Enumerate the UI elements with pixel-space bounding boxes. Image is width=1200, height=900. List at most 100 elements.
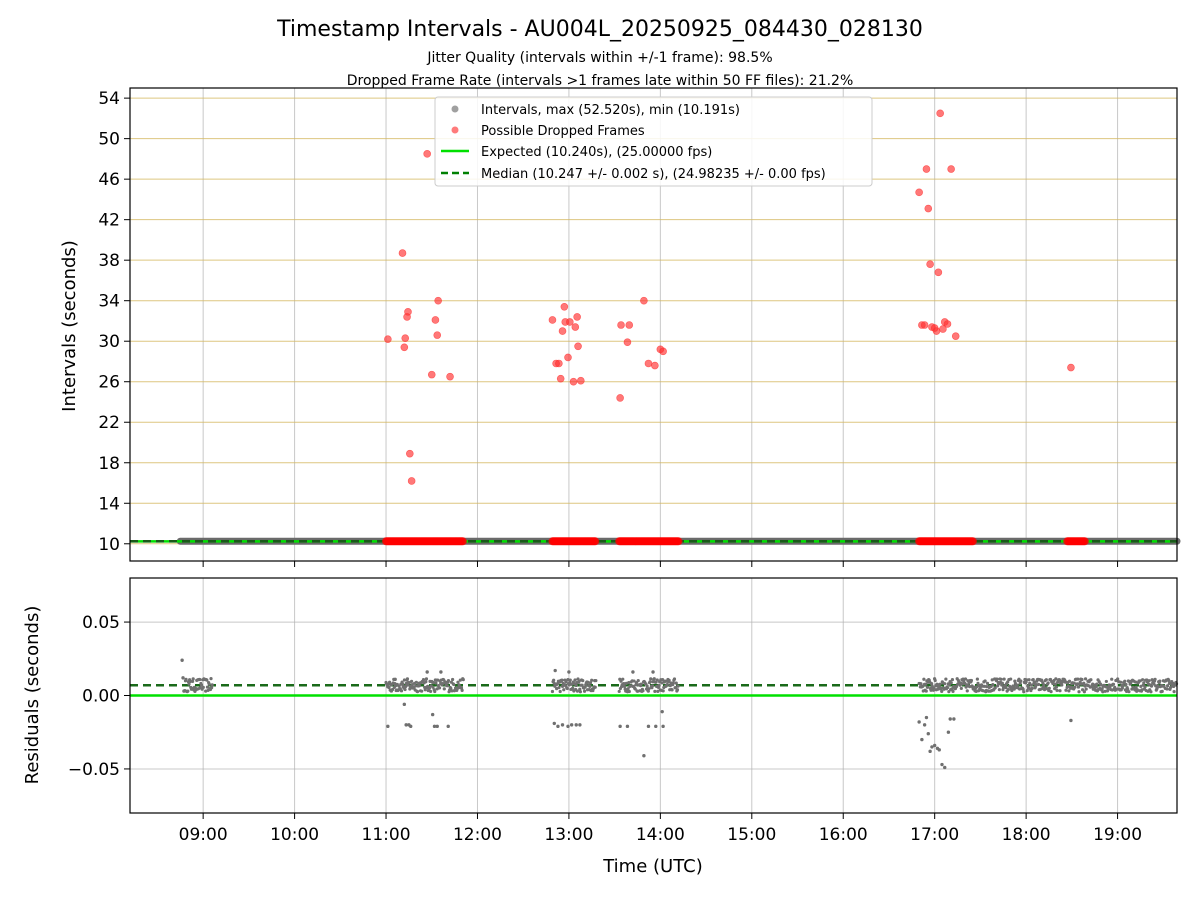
chart-subtitle-dropped: Dropped Frame Rate (intervals >1 frames … xyxy=(347,73,854,89)
residual-point xyxy=(210,686,214,690)
residual-point xyxy=(457,683,461,687)
residual-point xyxy=(1000,681,1004,685)
residual-point xyxy=(1054,677,1058,681)
dropped-frame-point xyxy=(616,394,624,402)
residual-point xyxy=(573,678,577,682)
residual-point xyxy=(593,685,597,689)
residual-point xyxy=(949,681,953,685)
residual-outlier-point xyxy=(930,745,934,749)
residual-point xyxy=(645,684,649,688)
residual-point xyxy=(963,677,968,681)
residual-point xyxy=(423,688,427,692)
residual-point xyxy=(1123,679,1127,683)
residual-point xyxy=(938,682,942,686)
residual-outlier-point xyxy=(924,715,929,720)
residual-point xyxy=(1095,682,1099,686)
residual-point xyxy=(1054,685,1059,689)
residual-point xyxy=(434,681,438,685)
residual-point xyxy=(445,684,449,688)
dropped-frame-point xyxy=(555,359,563,368)
residual-outlier-point xyxy=(948,717,952,721)
dropped-frame-point xyxy=(936,109,944,118)
legend-box xyxy=(434,96,873,187)
residual-point xyxy=(676,684,680,688)
residual-point xyxy=(420,689,424,693)
residual-point xyxy=(387,685,391,690)
dropped-frame-point xyxy=(644,359,653,368)
residual-point xyxy=(1139,684,1143,688)
residual-point xyxy=(550,689,555,694)
residual-point xyxy=(929,688,933,692)
residual-point xyxy=(564,680,568,684)
residual-point xyxy=(427,686,432,690)
residual-outlier-point xyxy=(566,724,570,729)
residual-point xyxy=(205,685,210,689)
residual-point xyxy=(575,689,580,693)
residual-point xyxy=(449,686,453,690)
residual-point xyxy=(401,682,405,686)
residual-point xyxy=(388,680,392,684)
residual-point xyxy=(1039,678,1044,682)
dropped-frame-point xyxy=(651,361,659,370)
dropped-frame-point xyxy=(947,165,955,173)
legend-marker-dropped xyxy=(451,126,459,134)
residual-point xyxy=(578,687,582,691)
residual-point xyxy=(1111,682,1116,686)
dropped-frame-point xyxy=(1067,363,1075,372)
legend: Intervals, max (52.520s), min (10.191s) … xyxy=(434,96,873,187)
residual-point xyxy=(1127,690,1131,694)
residual-point xyxy=(210,683,214,687)
residual-point xyxy=(1015,683,1019,687)
residual-point xyxy=(1021,687,1025,691)
dropped-frame-marker xyxy=(591,537,600,546)
residual-point xyxy=(932,686,936,690)
legend-marker-intervals xyxy=(451,105,459,113)
x-tick-label: 11:00 xyxy=(362,825,411,845)
residual-outlier-point xyxy=(182,689,186,693)
residual-point xyxy=(959,686,963,691)
legend-label-expected: Expected (10.240s), (25.00000 fps) xyxy=(481,145,712,160)
residual-point xyxy=(1075,682,1079,686)
residual-point xyxy=(674,681,678,685)
residual-point xyxy=(975,685,979,689)
residual-point xyxy=(991,683,995,687)
residual-point xyxy=(1167,678,1171,683)
residual-point xyxy=(1143,685,1147,689)
residual-outlier-point xyxy=(631,670,635,674)
residual-point xyxy=(1104,679,1108,684)
dropped-frame-marker xyxy=(674,537,683,546)
residual-point xyxy=(423,685,427,689)
residual-point xyxy=(1149,690,1153,694)
dropped-frame-point xyxy=(560,302,569,311)
residual-point xyxy=(407,681,411,685)
residual-point xyxy=(452,682,456,687)
residual-point xyxy=(943,682,947,686)
residual-outlier-point xyxy=(654,724,658,729)
residual-outlier-point xyxy=(386,724,390,729)
residual-point xyxy=(184,677,188,681)
dropped-frame-point xyxy=(406,449,414,458)
dropped-frame-point xyxy=(943,320,952,328)
legend-label-intervals: Intervals, max (52.520s), min (10.191s) xyxy=(481,103,740,118)
dropped-frame-point xyxy=(384,335,392,343)
dropped-frame-point xyxy=(951,332,960,340)
residual-point xyxy=(1025,689,1029,693)
dropped-frame-point xyxy=(915,188,923,197)
residual-outlier-point xyxy=(646,724,651,729)
residual-point xyxy=(1006,687,1010,692)
residual-point xyxy=(1121,684,1125,688)
residual-point xyxy=(1077,690,1081,694)
residual-outlier-point xyxy=(932,743,937,748)
residual-point xyxy=(1053,682,1057,686)
residual-point xyxy=(1108,683,1113,688)
residual-point xyxy=(390,687,395,692)
residual-point xyxy=(568,678,572,682)
residual-point xyxy=(1009,677,1013,681)
residual-point xyxy=(429,689,433,694)
top-y-tick-label: 34 xyxy=(98,292,120,312)
residual-point xyxy=(944,677,948,681)
residual-point xyxy=(1080,677,1084,682)
residual-point xyxy=(1025,678,1029,682)
residual-point xyxy=(1019,679,1023,683)
residual-point xyxy=(1168,685,1173,690)
